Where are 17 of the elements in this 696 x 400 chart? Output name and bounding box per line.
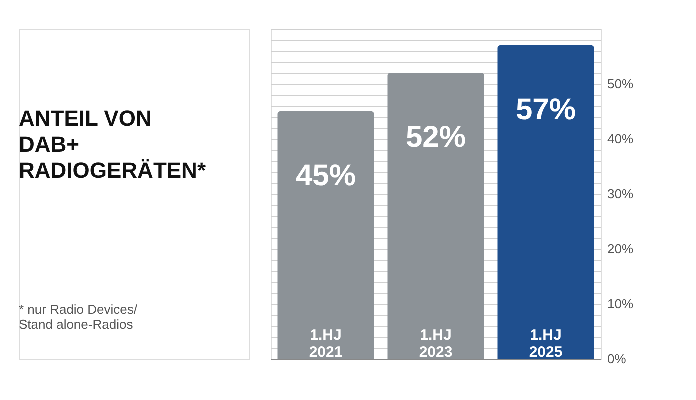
data-label: 57% [516, 94, 576, 126]
y-tick-label: 10% [608, 296, 634, 312]
bar [278, 112, 374, 359]
text: * nur Radio Devices/ Stand alone-Radios [19, 302, 138, 332]
bar [498, 46, 594, 359]
text: ANTEIL VON DAB+ RADIOGERÄTEN* [19, 106, 206, 183]
x-tick-label: 1.HJ 2025 [529, 327, 563, 361]
y-tick-label: 40% [608, 132, 634, 146]
y-tick-label: 30% [608, 186, 634, 202]
x-tick-label: 1.HJ 2021 [309, 327, 343, 361]
data-label: 45% [296, 160, 356, 192]
y-tick-label: 0% [608, 352, 627, 366]
x-tick-label: 1.HJ 2023 [419, 327, 453, 361]
y-tick-label: 20% [608, 242, 634, 256]
y-tick-label: 50% [608, 76, 634, 92]
data-label: 52% [406, 121, 466, 154]
bar [388, 73, 484, 359]
